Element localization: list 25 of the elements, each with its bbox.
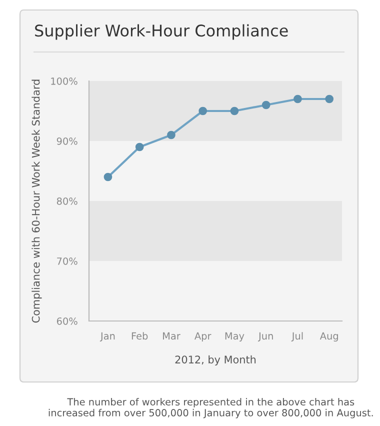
text: The number of workers represented in the above chart has increased from over 500,000 in January to over 800,000 in August.: [48, 398, 373, 418]
x-tick-label: May: [225, 332, 244, 342]
x-tick-label: Aug: [320, 332, 338, 342]
point: [230, 106, 239, 116]
x-axis-title: 2012, by Month: [175, 355, 256, 366]
point: [135, 142, 144, 152]
point: [325, 94, 334, 104]
point: [294, 94, 302, 104]
x-tick-label: Jan: [100, 332, 115, 342]
x-tick-label: Jun: [258, 332, 273, 342]
x-tick-label: Jul: [291, 332, 303, 342]
point: [167, 130, 176, 140]
y-tick-label: 90%: [56, 137, 78, 145]
y-axis-title: Compliance with 60-Hour Work Week Standard: [32, 80, 42, 323]
x-tick-label: Mar: [163, 332, 180, 340]
point: [104, 172, 112, 182]
chart-title: Supplier Work-Hour Compliance: [35, 24, 288, 40]
y-tick-label: 100%: [51, 77, 78, 85]
y-tick-label: 60%: [56, 317, 78, 325]
y-tick-label: 70%: [57, 257, 78, 265]
point: [262, 100, 270, 110]
x-tick-label: Apr: [194, 332, 212, 342]
y-tick-label: 80%: [56, 197, 78, 205]
x-tick-label: Feb: [132, 332, 148, 340]
point: [198, 106, 208, 116]
